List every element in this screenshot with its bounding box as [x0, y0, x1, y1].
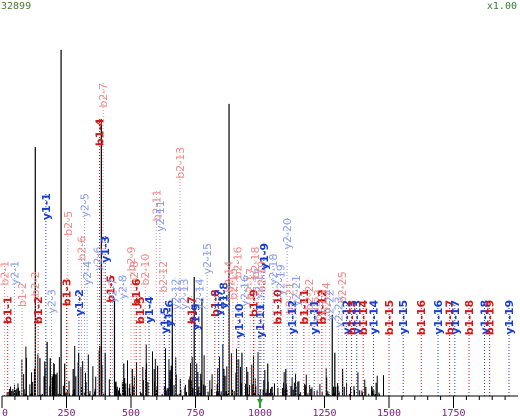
ion-label: b2-11: [150, 190, 163, 222]
ion-label: y1-14: [368, 300, 381, 335]
x-tick-label: 500: [122, 408, 140, 419]
ion-label: y2-15: [201, 243, 214, 274]
ion-label: b2-6: [75, 236, 88, 261]
ion-label: b2-17: [244, 268, 257, 300]
ion-label: y1-1: [40, 193, 53, 220]
ion-label: y2-19: [275, 264, 288, 295]
ion-label: b2-21: [284, 282, 297, 314]
ion-label: y2-11: [154, 200, 167, 231]
ion-label: b1-9: [248, 289, 261, 317]
ion-label: y2-13: [178, 279, 191, 310]
ion-label: b2-16: [231, 246, 244, 278]
ion-label: y1-2: [73, 289, 86, 316]
ion-label: y1-12: [340, 300, 353, 335]
ion-label: b1-5: [134, 296, 147, 324]
ion-label: y2-22: [324, 289, 337, 320]
ion-label: y1-4: [143, 296, 156, 323]
ion-label: b2-14: [223, 261, 236, 293]
ion-label: y1-6: [163, 300, 176, 327]
ion-label: y1-17: [449, 300, 462, 335]
x-tick-label: 1750: [441, 408, 465, 419]
ion-label: b1-5: [104, 275, 117, 303]
ion-label: b1-4: [94, 118, 107, 146]
ion-label: b2-10: [139, 254, 152, 286]
ion-label: y1-16: [432, 300, 445, 335]
ion-label: y1-7: [213, 289, 226, 316]
ion-label: b2-25: [336, 271, 349, 303]
ion-label: b1-16: [415, 300, 428, 336]
ion-label: y1-19: [503, 300, 516, 335]
x-tick-label: 1500: [377, 408, 401, 419]
ion-label: b1-12: [316, 289, 329, 324]
ion-label: b2-19: [255, 261, 268, 293]
ion-label: b2-13: [174, 147, 187, 179]
ion-label: b1-17: [444, 300, 457, 335]
ion-label: b1-13: [346, 300, 359, 335]
ion-label: b1-1: [2, 296, 15, 324]
ion-label: b2-8: [128, 261, 141, 286]
ion-label: y2-1: [8, 261, 21, 285]
ion-label: b2-23: [312, 289, 325, 321]
max-intensity-label: 32899: [1, 1, 32, 12]
ion-label: y1-8: [217, 282, 230, 309]
ion-label: b2-18: [249, 246, 262, 278]
ion-label: b1-10: [272, 289, 285, 325]
ion-label: y2-20: [281, 218, 294, 249]
ion-label: b2-15: [227, 268, 240, 300]
ion-label: b1-2: [32, 296, 45, 324]
ion-label: y1-5: [159, 307, 172, 334]
ion-label: y2-7: [106, 279, 119, 303]
ion-label: y2-21: [290, 275, 303, 306]
ion-label: y2-6: [91, 246, 104, 270]
ion-label: y2-12: [169, 279, 182, 310]
ion-label: y1-13: [351, 300, 364, 335]
ion-label: y2-5: [79, 193, 92, 217]
ion-label: b1-19: [484, 300, 497, 335]
ion-label: b2-5: [62, 211, 75, 236]
x-tick-label: 0: [2, 408, 8, 419]
ion-label: b1-2: [16, 282, 29, 307]
ion-label: y1-9: [258, 243, 271, 270]
ion-label: y2-17: [253, 268, 266, 299]
ion-label: b1-11: [298, 289, 311, 324]
annotated-peaks: [34, 49, 344, 396]
ion-label: b1-15: [383, 300, 396, 335]
ion-label: b2-7: [97, 83, 110, 108]
ion-label: y2-23: [333, 296, 346, 327]
ion-label: y2-3: [46, 289, 59, 313]
ion-label: b2-1: [0, 261, 12, 286]
ion-label: b2-12: [157, 261, 170, 293]
x-tick-label: 1000: [248, 408, 272, 419]
x-tick-label: 250: [57, 408, 75, 419]
ion-label: y1-3: [99, 236, 112, 263]
ion-labels: b2-1b1-1y2-1b1-2 b2-2b1-2y1-1y2-3 b1-3b2-5…: [0, 82, 516, 396]
ion-label: y2-16: [239, 275, 252, 306]
ion-label: y1-10: [233, 303, 246, 338]
ion-label: b2-22: [303, 279, 316, 311]
ion-label: y2-18: [267, 254, 280, 285]
zoom-level-label: x1.00: [486, 1, 517, 12]
ion-label: b1-3: [61, 279, 74, 307]
ion-label: y2-8: [117, 275, 130, 299]
x-tick-label: 1250: [312, 408, 336, 419]
x-axis: 0 250 500 750 1000 1250 1500 1750: [1, 395, 518, 419]
ion-label: b1-14: [357, 300, 370, 336]
ion-label: b2-9: [125, 246, 138, 271]
ion-label: y1-18: [478, 300, 491, 335]
x-tick-label: 750: [186, 408, 204, 419]
ion-label: b2-2: [29, 271, 42, 296]
ion-label: y1-15: [397, 300, 410, 335]
ion-label: y2-14: [193, 279, 206, 310]
ion-label: y1-11: [254, 303, 267, 338]
ion-label: b1-18: [463, 300, 476, 335]
